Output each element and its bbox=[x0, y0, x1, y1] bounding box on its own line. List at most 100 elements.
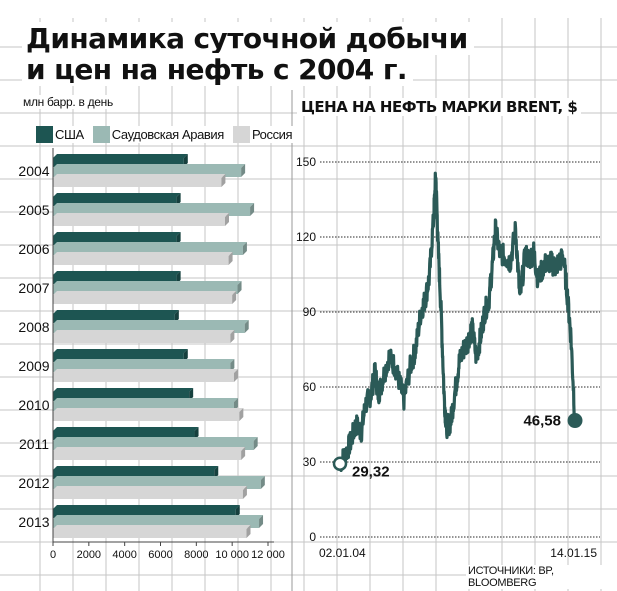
bar-x-tick-label: 6000 bbox=[148, 549, 172, 561]
bar bbox=[53, 168, 242, 177]
price-line bbox=[338, 171, 577, 472]
year-label: 2006 bbox=[18, 241, 49, 257]
bar-top bbox=[53, 203, 255, 207]
bar-side bbox=[228, 252, 233, 265]
x-end-label: 14.01.15 bbox=[550, 546, 597, 560]
x-start-label: 02.01.04 bbox=[319, 546, 366, 560]
bar-side bbox=[194, 427, 199, 440]
bar-side bbox=[174, 310, 179, 323]
bar-side bbox=[176, 271, 181, 284]
bar-x-tick-label: 12 000 bbox=[251, 549, 285, 561]
bar-side bbox=[176, 232, 181, 245]
bar-top bbox=[53, 310, 179, 314]
bar-top bbox=[53, 515, 264, 519]
bar-top bbox=[53, 349, 188, 353]
legend-swatch-usa bbox=[36, 126, 53, 143]
title-line-2: и цен на нефть с 2004 г. bbox=[22, 53, 413, 86]
bar-top bbox=[53, 271, 181, 275]
year-label: 2013 bbox=[18, 514, 49, 530]
bar-x-tick-label: 0 bbox=[50, 549, 56, 561]
bar bbox=[53, 480, 261, 489]
bar-top bbox=[53, 486, 247, 490]
bar bbox=[53, 509, 236, 518]
year-label: 2012 bbox=[18, 475, 49, 491]
price-tick-label: 90 bbox=[303, 305, 317, 319]
bar-top bbox=[53, 320, 249, 324]
bar bbox=[53, 353, 184, 362]
bar bbox=[53, 519, 260, 528]
legend-item-saudi: Саудовская Аравия bbox=[92, 126, 225, 143]
bar bbox=[53, 256, 229, 265]
bar bbox=[53, 334, 231, 343]
bar-side bbox=[239, 408, 244, 421]
bar-top bbox=[53, 505, 240, 509]
bar-top bbox=[53, 291, 237, 295]
bar bbox=[53, 363, 231, 372]
bar-side bbox=[260, 476, 265, 489]
bar-top bbox=[53, 388, 194, 392]
bar-top bbox=[53, 408, 244, 412]
bar bbox=[53, 490, 243, 499]
bar-side bbox=[183, 349, 188, 362]
bar-side bbox=[253, 437, 258, 450]
bar-side bbox=[183, 154, 188, 167]
legend-swatch-russia bbox=[232, 126, 250, 143]
bar-side bbox=[235, 505, 240, 518]
bar-top bbox=[53, 213, 229, 217]
year-label: 2008 bbox=[18, 319, 49, 335]
bar-unit-label: млн барр. в день bbox=[20, 95, 116, 109]
legend-swatch-saudi bbox=[92, 126, 110, 143]
legend-item-usa: США bbox=[36, 126, 84, 143]
bar-chart: 2004 2005 2006 2007 2008 2009 2010 2011 2012 2013… bbox=[18, 148, 285, 561]
title-line-1: Динамика суточной добычи bbox=[22, 22, 474, 55]
bar bbox=[53, 373, 234, 382]
bar-side bbox=[241, 447, 246, 460]
legend-label-russia: Россия bbox=[251, 127, 293, 142]
bar bbox=[53, 295, 233, 304]
year-label: 2009 bbox=[18, 358, 49, 374]
bar-side bbox=[232, 291, 237, 304]
bar-top bbox=[53, 154, 188, 158]
price-tick-label: 60 bbox=[303, 380, 317, 394]
bar-legend: США Саудовская Аравия Россия bbox=[36, 126, 302, 143]
price-tick-label: 0 bbox=[309, 530, 316, 544]
bar bbox=[53, 207, 251, 216]
bar-top bbox=[53, 174, 226, 178]
bar bbox=[53, 470, 215, 479]
bar-side bbox=[233, 369, 238, 382]
bar-side bbox=[246, 525, 251, 538]
bar bbox=[53, 178, 222, 187]
bar bbox=[53, 275, 177, 284]
bar-top bbox=[53, 437, 258, 441]
bar-top bbox=[53, 369, 238, 373]
bar-top bbox=[53, 232, 181, 236]
bar-top bbox=[53, 330, 235, 334]
legend-label-saudi: Саудовская Аравия bbox=[111, 127, 225, 142]
bar bbox=[53, 402, 234, 411]
bar bbox=[53, 246, 243, 255]
year-label: 2007 bbox=[18, 280, 49, 296]
bar-top bbox=[53, 427, 199, 431]
year-label: 2005 bbox=[18, 202, 49, 218]
bar bbox=[53, 412, 240, 421]
bar-side bbox=[244, 320, 249, 333]
bar bbox=[53, 431, 195, 440]
bar-top bbox=[53, 466, 219, 470]
bar bbox=[53, 324, 245, 333]
bar-x-tick-label: 10 000 bbox=[215, 549, 249, 561]
bar-top bbox=[53, 398, 238, 402]
bar bbox=[53, 217, 225, 226]
year-label: 2004 bbox=[18, 163, 49, 179]
bar-x-tick-label: 8000 bbox=[184, 549, 208, 561]
bar-x-tick-label: 4000 bbox=[112, 549, 136, 561]
bar-side bbox=[242, 486, 247, 499]
bar-top bbox=[53, 359, 235, 363]
bar-side bbox=[237, 281, 242, 294]
bar bbox=[53, 236, 177, 245]
bar-top bbox=[53, 281, 242, 285]
price-tick-label: 30 bbox=[303, 455, 317, 469]
bar-side bbox=[241, 164, 246, 177]
bar-side bbox=[225, 213, 229, 226]
price-tick-label: 120 bbox=[296, 230, 316, 244]
bar bbox=[53, 285, 238, 294]
